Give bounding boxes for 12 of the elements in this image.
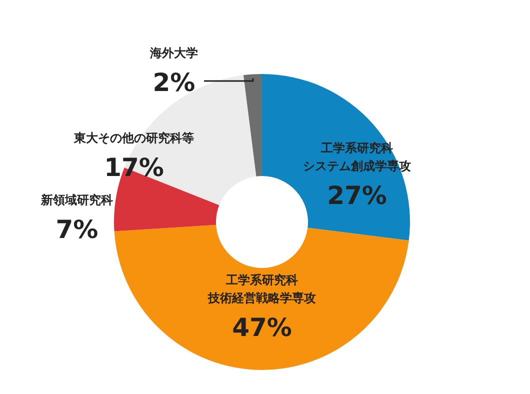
slice-label: 工学系研究科技術経営戦略学専攻 bbox=[207, 273, 316, 305]
slice-label: 海外大学 bbox=[149, 46, 198, 60]
slice-label: 新領域研究科 bbox=[40, 193, 113, 207]
donut-slice bbox=[262, 74, 410, 241]
slice-label: 東大その他の研究科等 bbox=[73, 131, 194, 145]
data-label: 27% bbox=[327, 181, 387, 210]
data-label: 2% bbox=[152, 68, 196, 97]
data-label: 7% bbox=[56, 215, 98, 244]
donut-slice bbox=[243, 74, 262, 176]
data-label: 17% bbox=[104, 153, 164, 182]
donut-slice bbox=[114, 224, 409, 370]
data-label: 47% bbox=[232, 313, 292, 342]
